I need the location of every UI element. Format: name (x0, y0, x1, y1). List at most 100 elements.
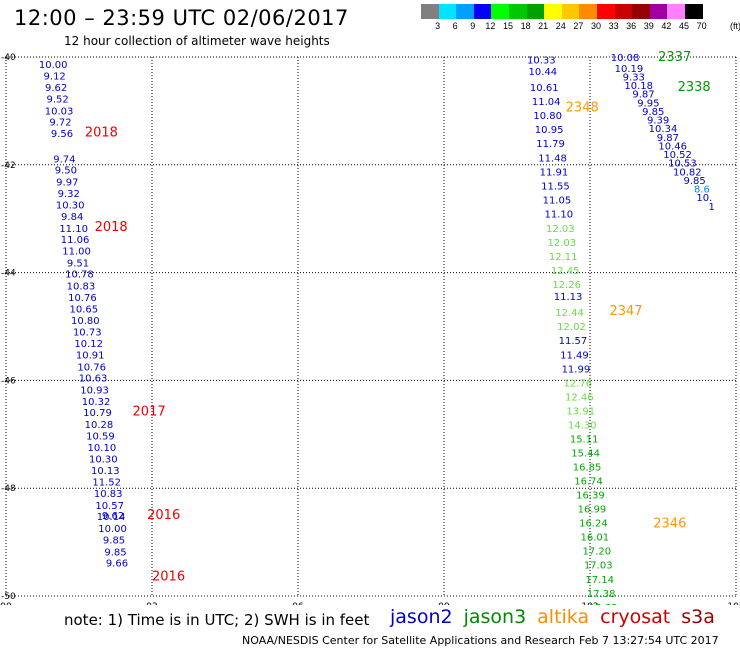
wave-height-label: 10.65 (70, 305, 99, 316)
wave-height-label: 12.02 (557, 322, 586, 333)
y-tick-label: -44 (1, 269, 16, 279)
wave-height-label: 16.74 (574, 477, 603, 488)
pass-time-label: 2348 (566, 101, 599, 116)
color-scale-cell (614, 4, 633, 19)
legend-item-altika: altika (537, 606, 590, 628)
color-scale-cell (667, 4, 685, 19)
wave-height-label: 9.84 (61, 212, 83, 223)
legend-item-jason2: jason2 (390, 606, 453, 628)
color-scale-cell (526, 4, 545, 19)
wave-height-label: 15.44 (571, 449, 600, 460)
wave-height-label: 9.85 (684, 176, 706, 187)
color-scale-labels: 3 6 9 12 15 18 21 24 27 30 33 36 39 42 45 70 (421, 21, 740, 35)
y-tick-label: -50 (1, 592, 16, 602)
chart-title: 12:00 – 23:59 UTC 02/06/2017 (14, 6, 349, 30)
wave-height-label: 9.85 (642, 107, 664, 118)
satellite-legend: jason2 jason3 altika cryosat s3a (390, 606, 726, 628)
wave-height-label: 11.00 (62, 247, 91, 258)
wave-height-label: 10.61 (530, 83, 559, 94)
wave-height-label: 11.52 (92, 478, 121, 489)
credit-text: NOAA/NESDIS Center for Satellite Applica… (242, 634, 576, 647)
wave-height-label: 11.13 (554, 292, 583, 303)
wave-height-label: 11.99 (562, 365, 591, 376)
wave-height-label: 11.57 (559, 336, 588, 347)
wave-height-label: 10.80 (533, 111, 562, 122)
wave-height-label: 10.12 (74, 339, 103, 350)
color-scale-cell (596, 4, 615, 19)
wave-height-label: 12.03 (546, 224, 575, 235)
wave-height-label: 9.12 (44, 71, 66, 82)
wave-height-label: 12.26 (552, 280, 581, 291)
wave-height-label: 17.03 (584, 561, 613, 572)
wave-height-label: 9.56 (51, 129, 73, 140)
color-scale-label: 30 (590, 21, 602, 31)
wave-height-label: 10.10 (88, 443, 117, 454)
pass-time-label: 2018 (95, 220, 128, 235)
color-scale-cell (438, 4, 457, 19)
wave-height-label: 15.11 (570, 435, 599, 446)
wave-height-label: 10.80 (71, 316, 100, 327)
x-tick-label: 96 (292, 602, 304, 605)
wave-height-label: 9.74 (53, 154, 75, 165)
wave-height-label: 12.03 (547, 238, 576, 249)
color-scale-label: 18 (520, 21, 531, 31)
wave-height-label: 11.55 (541, 181, 570, 192)
color-scale-label: 3 (435, 21, 441, 31)
wave-height-label: 11.10 (59, 224, 88, 235)
wave-height-label: 11.04 (532, 97, 561, 108)
color-scale-label: 36 (626, 21, 637, 31)
y-tick-label: -48 (1, 484, 16, 494)
color-scale-cell (473, 4, 492, 19)
color-scale-bar (421, 4, 703, 19)
wave-height-label: 9.87 (632, 90, 654, 101)
wave-height-label: 12.46 (565, 393, 594, 404)
color-scale-cell (544, 4, 562, 19)
wave-height-label: 10.57 (95, 501, 124, 512)
legend-item-cryosat: cryosat (600, 606, 671, 628)
wave-height-label: 11.05 (543, 195, 572, 206)
color-scale-label: 6 (452, 21, 458, 31)
y-tick-label: -46 (1, 376, 16, 386)
wave-height-label: 16.85 (573, 463, 602, 474)
generated-timestamp: Feb 7 13:27:54 UTC 2017 (579, 634, 719, 647)
wave-height-label: 10.52 (663, 150, 692, 161)
wave-height-label: 10.32 (82, 397, 111, 408)
y-tick-label: -42 (1, 161, 16, 171)
color-scale-cell (561, 4, 580, 19)
wave-height-label: 16.24 (579, 519, 608, 530)
wave-height-label: 9.72 (49, 118, 71, 129)
pass-time-label: 2018 (85, 125, 118, 140)
color-scale-label: 39 (643, 21, 654, 31)
chart-subtitle: 12 hour collection of altimeter wave hei… (64, 34, 330, 48)
wave-height-label: 10.83 (94, 489, 123, 500)
color-scale-label: 33 (608, 21, 619, 31)
pass-time-label: 2017 (133, 405, 166, 420)
pass-time-label: 2337 (658, 50, 691, 65)
color-scale-label: 15 (502, 21, 514, 31)
wave-height-label: 12.45 (551, 266, 580, 277)
wave-height-label: 11.49 (560, 351, 589, 362)
wave-height-label: 10.93 (80, 386, 109, 397)
wave-height-label: 9.39 (647, 116, 669, 127)
wave-height-label: 10.00 (39, 60, 68, 71)
wave-height-label: 10.44 (528, 67, 557, 78)
color-scale-label: 12 (485, 21, 496, 31)
wave-height-label: 11.06 (61, 235, 90, 246)
x-tick-label: 90 (0, 602, 12, 605)
wave-height-label: 10.33 (527, 56, 556, 67)
wave-height-label: 17.38 (587, 589, 616, 600)
legend-item-s3a: s3a (681, 606, 715, 628)
altimeter-plot: -40-42-44-46-48-509093969910210510.009.1… (0, 50, 740, 605)
wave-height-label: 9.52 (46, 95, 68, 106)
pass-time-label: 2338 (678, 80, 711, 95)
wave-height-label: 10.82 (673, 167, 702, 178)
wave-height-label: 9.85 (104, 547, 126, 558)
wave-height-label: 9.97 (56, 178, 78, 189)
color-scale-label: 24 (555, 21, 566, 31)
color-scale-cell (508, 4, 527, 19)
color-scale-cell (491, 4, 509, 19)
wave-height-label: 8.6 (694, 185, 710, 196)
wave-height-label: 9.62 (45, 83, 67, 94)
wave-height-label: 12.76 (564, 379, 593, 390)
wave-height-label: 9.50 (55, 166, 77, 177)
